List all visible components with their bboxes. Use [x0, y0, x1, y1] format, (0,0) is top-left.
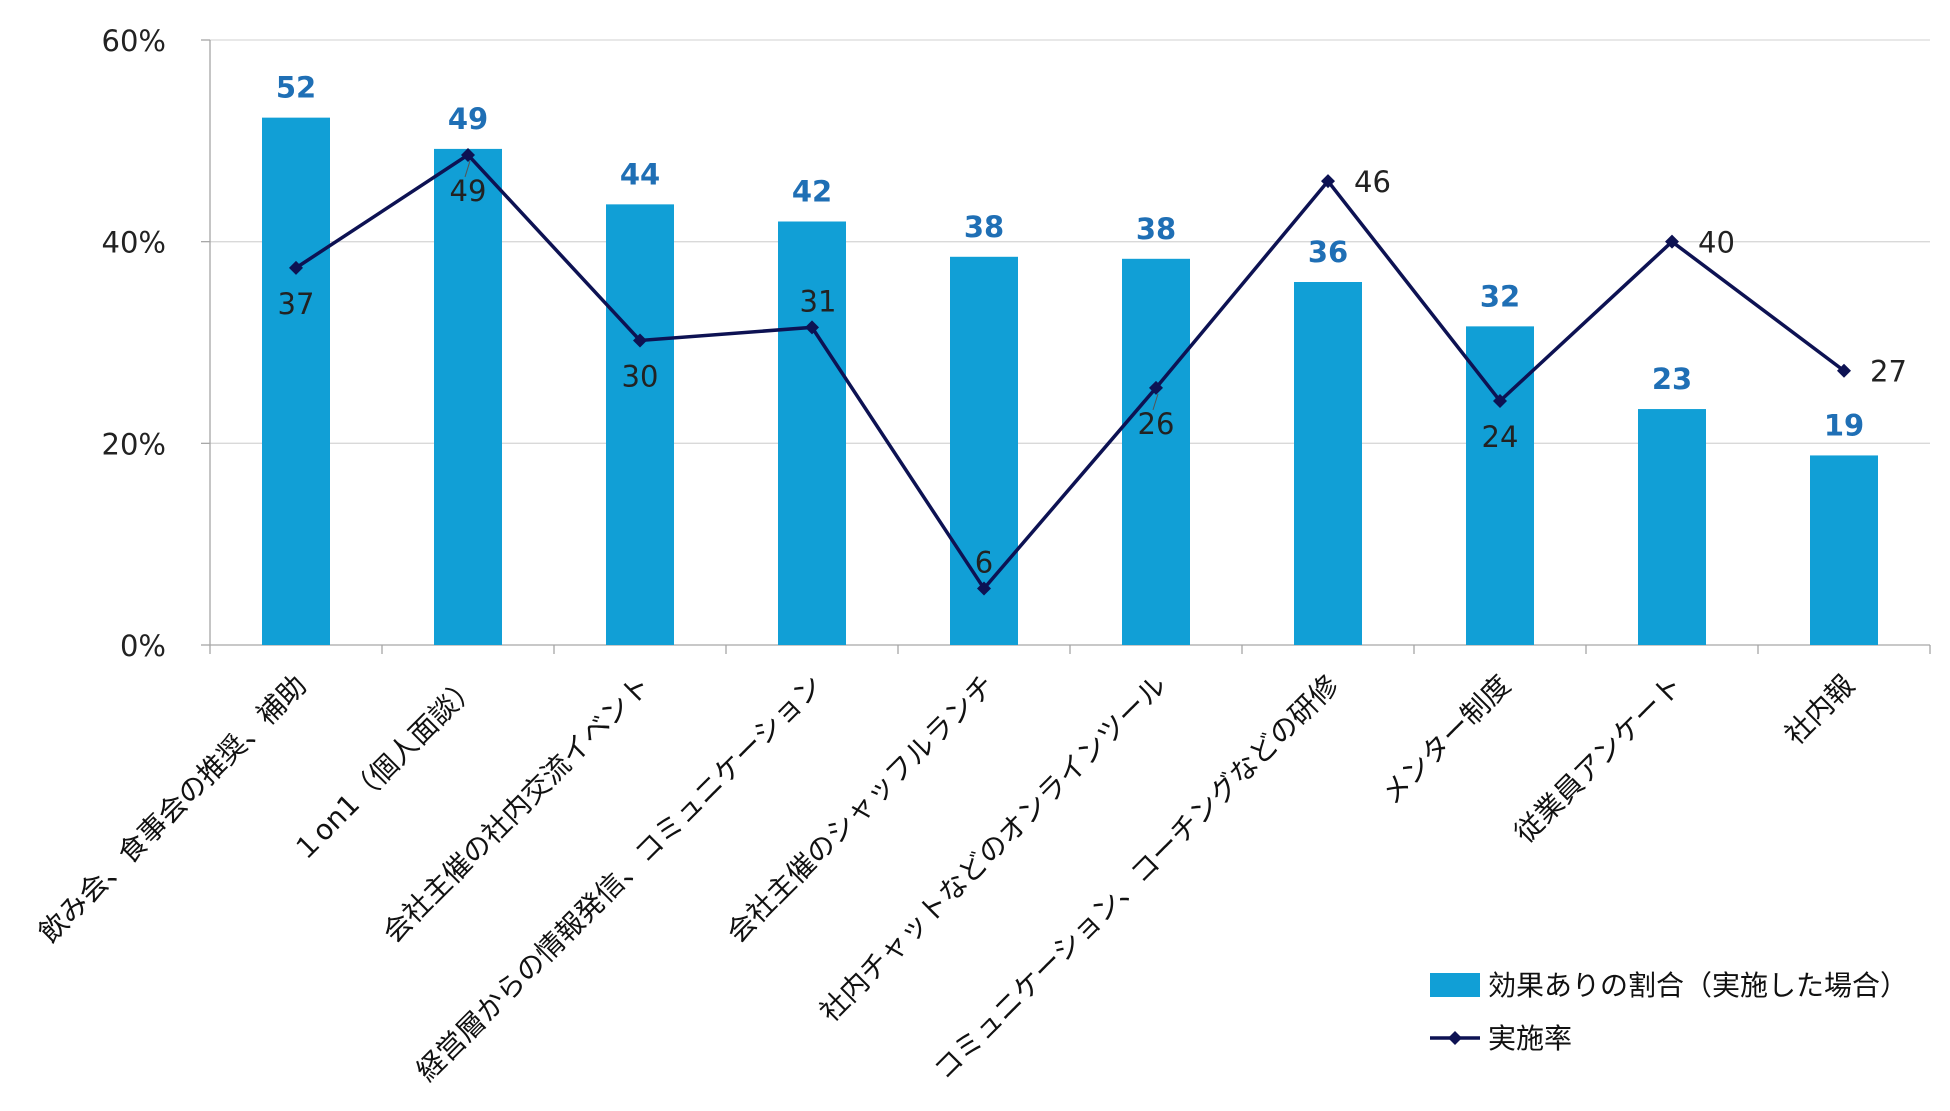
line-point [1837, 363, 1851, 378]
legend: 効果ありの割合（実施した場合） 実施率 [1430, 969, 1908, 1055]
line-data-label: 46 [1354, 165, 1391, 199]
x-tick-label: 社内チャットなどのオンラインツール [813, 669, 1173, 1029]
y-tick-label: 0% [120, 629, 166, 663]
line-data-label: 6 [975, 546, 993, 580]
line-point [977, 581, 991, 596]
y-tick-label: 40% [102, 226, 166, 260]
line-point [1149, 380, 1163, 395]
bar [1466, 326, 1534, 645]
y-tick-label: 20% [102, 427, 166, 461]
legend-marker-line [1448, 1031, 1462, 1045]
line-series [289, 147, 1851, 596]
line-data-label: 37 [278, 287, 315, 321]
line-data-label: 49 [450, 174, 487, 208]
legend-swatch-bar [1430, 973, 1480, 997]
data-labels: 52 49 44 42 38 38 36 32 23 19 37 49 30 31 6 26 46 24 40 27 [276, 71, 1907, 580]
bar [1294, 282, 1362, 645]
line-series-path [295, 152, 1846, 592]
x-tick-label: メンター制度 [1375, 669, 1517, 811]
bar [606, 204, 674, 645]
legend-label-bar: 効果ありの割合（実施した場合） [1488, 969, 1908, 1002]
line-point [1321, 174, 1335, 189]
bar-data-label: 49 [448, 102, 488, 136]
label-leader-line [464, 160, 471, 178]
bar-data-label: 23 [1652, 362, 1692, 396]
line-point [1665, 234, 1679, 249]
bar-data-label: 38 [964, 210, 1004, 244]
line-data-label: 27 [1870, 355, 1907, 389]
y-tick-label: 60% [102, 24, 166, 58]
line-data-label: 31 [800, 284, 837, 318]
line-point [289, 260, 303, 275]
x-tick-labels: 飲み会、食事会の推奨、補助１on1（個人面談）会社主催の社内交流イベント経営層か… [32, 669, 1861, 1088]
bar [778, 221, 846, 645]
bar [1638, 409, 1706, 645]
x-tick-label: 経営層からの情報発信、コミュニケーション [410, 669, 829, 1088]
bar-data-label: 32 [1480, 279, 1520, 313]
bar [262, 117, 330, 646]
legend-label-line: 実施率 [1488, 1022, 1572, 1055]
bar [1122, 258, 1190, 645]
line-data-label: 40 [1698, 226, 1735, 260]
bar-data-label: 42 [792, 175, 832, 209]
bar-series [262, 117, 1878, 646]
line-point [805, 320, 819, 335]
bar [1810, 455, 1878, 645]
bar-data-label: 52 [276, 71, 316, 105]
x-tick-label: コミュニケーション、コーチングなどの研修 [927, 669, 1345, 1087]
bar-data-label: 19 [1824, 408, 1864, 442]
x-tick-label: 飲み会、食事会の推奨、補助 [32, 669, 313, 950]
bar-data-label: 38 [1136, 212, 1176, 246]
x-tick-label: 従業員アンケート [1508, 669, 1689, 850]
line-data-label: 30 [622, 359, 659, 393]
x-tick-label: 社内報 [1778, 669, 1861, 752]
bar-data-label: 44 [620, 157, 660, 191]
line-data-label: 24 [1482, 420, 1519, 454]
bar [950, 256, 1018, 645]
x-tick-label: １on1（個人面談） [286, 669, 485, 868]
line-point [1493, 393, 1507, 408]
line-point [633, 333, 647, 348]
line-data-label: 26 [1138, 407, 1175, 441]
bar [434, 148, 502, 645]
line-point [461, 147, 475, 162]
bar-data-label: 36 [1308, 235, 1348, 269]
label-leader-line [1152, 393, 1159, 411]
